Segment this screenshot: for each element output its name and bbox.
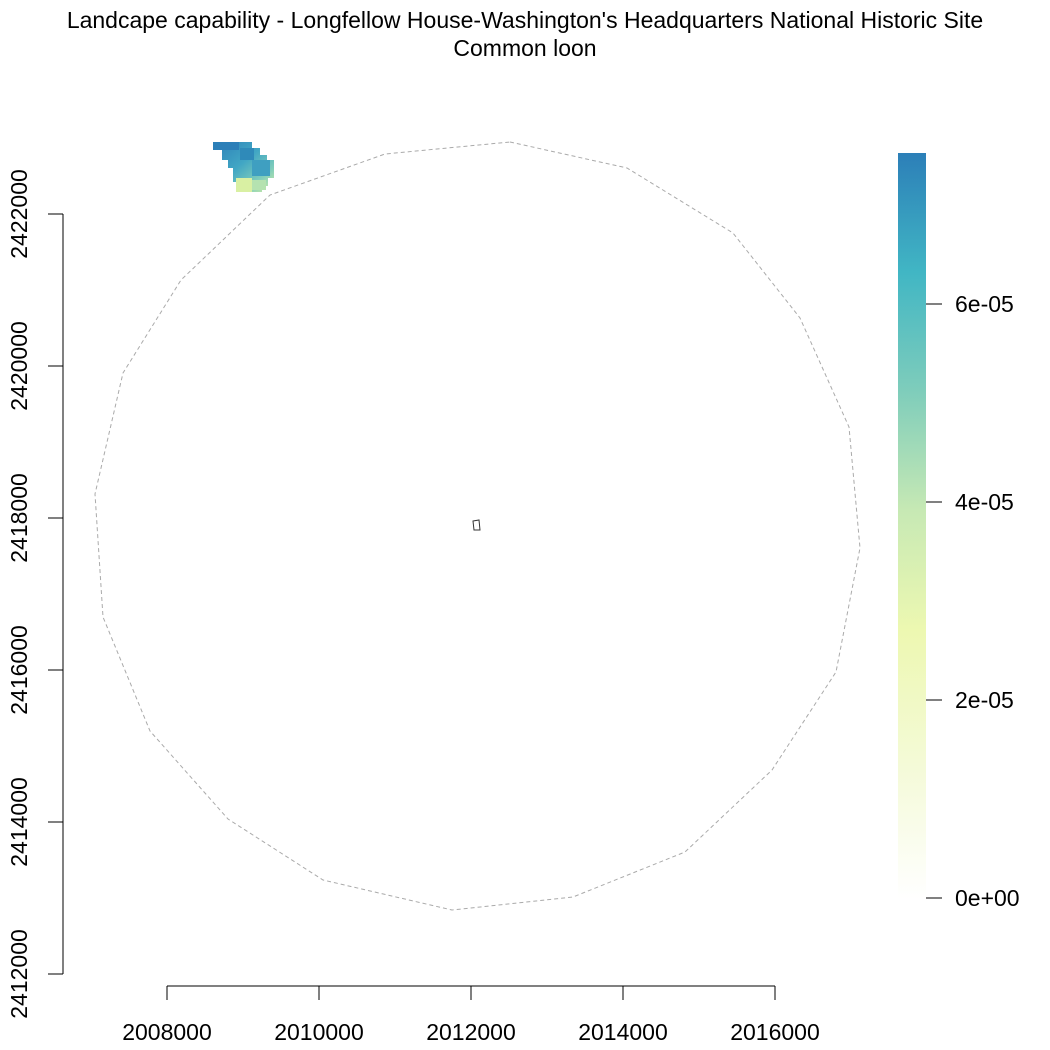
color-legend: 0e+00 2e-05 4e-05 6e-05 [898, 153, 1020, 911]
x-tick-label: 2008000 [122, 1019, 212, 1045]
legend-tick-label: 4e-05 [955, 489, 1014, 515]
legend-tick-label: 0e+00 [955, 885, 1020, 911]
legend-colorbar [898, 153, 926, 899]
site-boundary [472, 519, 481, 531]
y-tick-label: 2418000 [6, 473, 32, 563]
map-subtitle: Common loon [453, 35, 597, 61]
x-axis: 2008000 2010000 2012000 2014000 2016000 [122, 985, 820, 1045]
y-tick-label: 2416000 [6, 625, 32, 715]
x-tick-label: 2016000 [730, 1019, 820, 1045]
x-tick-label: 2012000 [426, 1019, 516, 1045]
y-tick-label: 2412000 [6, 929, 32, 1019]
map-title: Landcape capability - Longfellow House-W… [66, 7, 984, 33]
raster-patch [213, 142, 274, 192]
y-axis: 2422000 2420000 2418000 2416000 2414000 … [6, 169, 64, 1019]
y-tick-label: 2414000 [6, 777, 32, 867]
legend-tick-label: 2e-05 [955, 687, 1014, 713]
buffer-boundary [94, 141, 861, 911]
x-tick-label: 2014000 [578, 1019, 668, 1045]
legend-tick-label: 6e-05 [955, 291, 1014, 317]
x-tick-label: 2010000 [274, 1019, 364, 1045]
y-tick-label: 2422000 [6, 169, 32, 259]
y-tick-label: 2420000 [6, 321, 32, 411]
